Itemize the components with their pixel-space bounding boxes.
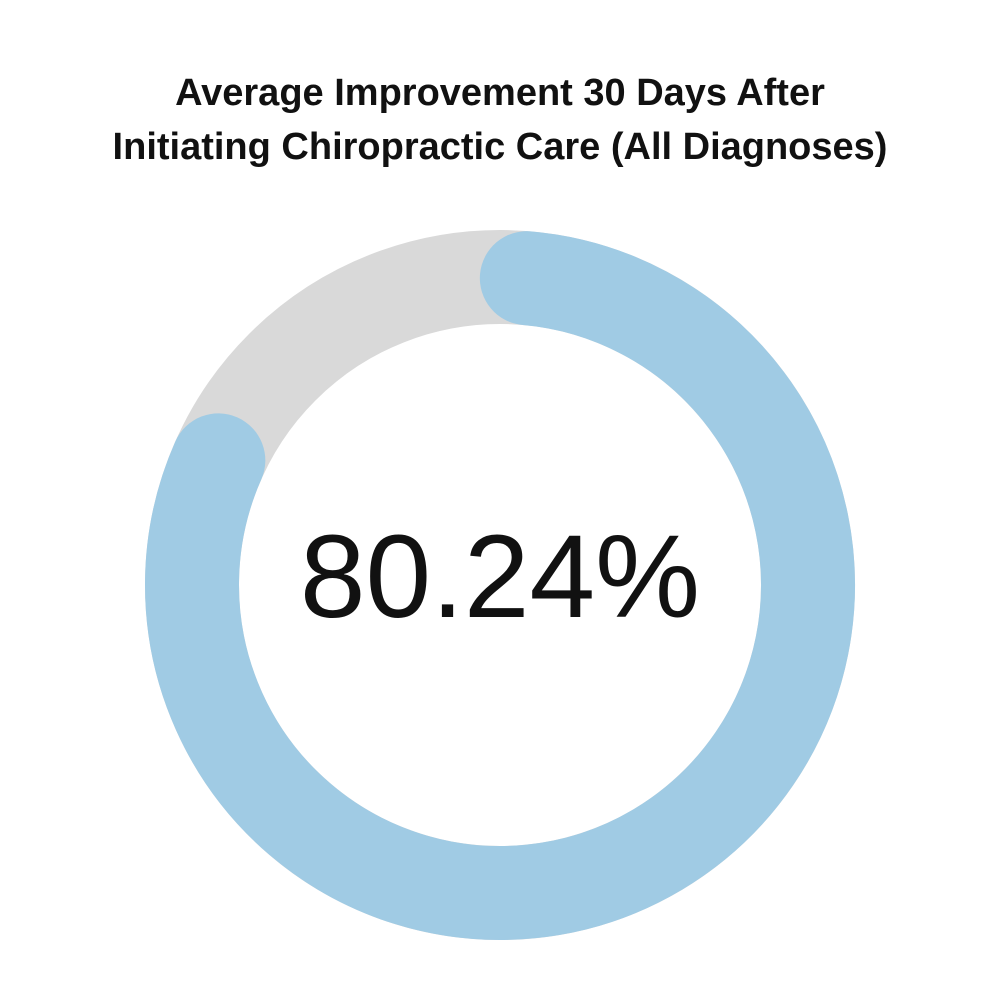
center-value-label: 80.24% xyxy=(300,511,700,643)
chart-title-line-2: Initiating Chiropractic Care (All Diagno… xyxy=(112,126,888,168)
chart-title: Average Improvement 30 Days After Initia… xyxy=(0,66,1000,174)
chart-title-line-1: Average Improvement 30 Days After xyxy=(175,72,825,114)
donut-progress-arc xyxy=(145,231,855,940)
